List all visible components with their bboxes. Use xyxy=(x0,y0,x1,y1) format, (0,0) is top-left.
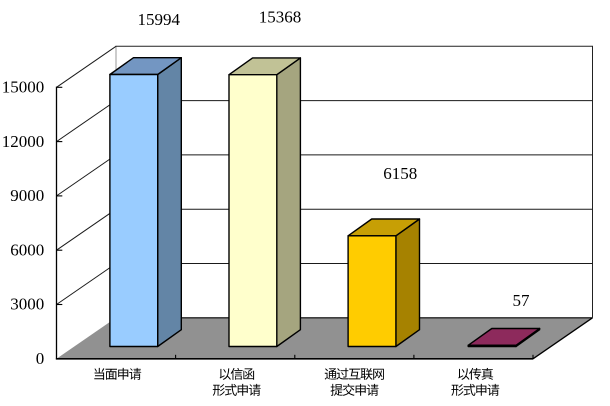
svg-text:57: 57 xyxy=(513,291,531,310)
svg-text:15000: 15000 xyxy=(2,78,45,97)
svg-text:6158: 6158 xyxy=(383,164,417,183)
svg-text:9000: 9000 xyxy=(10,186,44,205)
svg-text:15368: 15368 xyxy=(259,8,302,27)
svg-text:12000: 12000 xyxy=(2,132,45,151)
svg-text:15994: 15994 xyxy=(137,10,180,29)
svg-text:3000: 3000 xyxy=(10,295,44,314)
svg-text:6000: 6000 xyxy=(10,240,44,259)
svg-text:0: 0 xyxy=(36,349,45,368)
